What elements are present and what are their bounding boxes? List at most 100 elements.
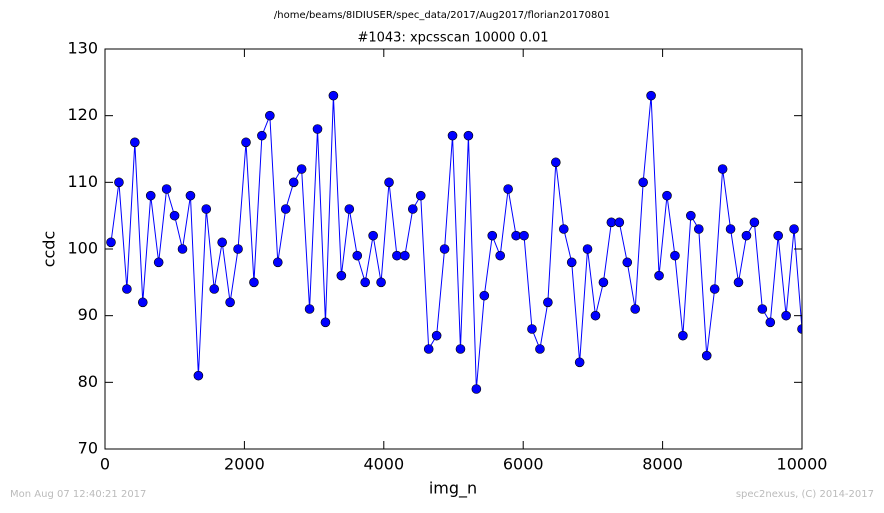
data-point: [439, 244, 450, 254]
data-point: [741, 230, 752, 241]
data-point: [201, 204, 212, 214]
plot-frame: [104, 48, 803, 450]
data-point: [384, 177, 394, 188]
data-point: [749, 217, 760, 228]
data-point: [265, 110, 275, 121]
data-point: [447, 130, 458, 141]
data-point: [566, 257, 577, 268]
data-point: [463, 130, 474, 141]
data-point: [590, 310, 601, 321]
x-axis-label: img_n: [429, 479, 477, 499]
data-point: [249, 277, 259, 288]
data-point: [400, 250, 410, 261]
plot-area: [106, 90, 802, 394]
data-point: [471, 384, 482, 394]
y-tick-label: 130: [67, 39, 98, 58]
data-point: [304, 304, 315, 314]
data-point: [797, 324, 802, 334]
data-point: [519, 230, 529, 241]
data-point: [789, 224, 799, 234]
x-tick-label: 2000: [224, 455, 265, 474]
data-point: [574, 357, 585, 368]
data-point: [122, 284, 132, 294]
data-point: [320, 317, 331, 328]
data-point: [153, 257, 164, 268]
data-point: [272, 257, 283, 268]
chart-subtitle: #1043: xpcsscan 10000 0.01: [357, 31, 548, 46]
y-tick-label: 80: [78, 372, 98, 391]
data-point: [662, 190, 672, 201]
data-point: [654, 270, 664, 281]
data-point: [630, 304, 641, 314]
y-tick-label: 70: [78, 439, 98, 458]
data-point: [177, 244, 188, 254]
data-point: [336, 270, 347, 281]
data-point: [733, 277, 744, 288]
data-point: [161, 184, 172, 194]
data-point: [487, 230, 498, 241]
data-point: [368, 230, 378, 241]
data-point: [725, 224, 736, 234]
data-point: [233, 244, 243, 254]
y-tick-label: 100: [67, 239, 98, 258]
data-point: [503, 184, 513, 194]
data-point: [130, 137, 140, 148]
data-point: [479, 290, 490, 301]
data-point: [598, 277, 609, 288]
data-point: [312, 124, 323, 134]
data-point: [376, 277, 386, 288]
data-point: [185, 190, 196, 201]
data-point: [137, 297, 148, 308]
data-point: [225, 297, 235, 308]
data-point: [431, 330, 442, 341]
data-point: [328, 90, 339, 101]
data-point: [646, 90, 656, 101]
x-tick-label: 10000: [777, 455, 828, 474]
data-point: [114, 177, 124, 188]
data-point: [693, 224, 704, 234]
footer-left: Mon Aug 07 12:40:21 2017: [10, 489, 146, 500]
y-tick-label: 120: [67, 105, 98, 124]
data-point: [670, 250, 680, 261]
y-tick-label: 110: [67, 172, 98, 191]
data-point: [582, 244, 593, 254]
y-tick-label: 90: [78, 305, 98, 324]
data-point: [145, 190, 156, 201]
data-point: [614, 217, 625, 228]
data-point: [415, 190, 426, 201]
data-point: [257, 130, 267, 141]
data-point: [217, 237, 227, 248]
data-line: [110, 95, 802, 390]
y-axis-label: ccdc: [40, 231, 59, 268]
data-point: [352, 250, 363, 261]
x-tick-label: 6000: [503, 455, 544, 474]
x-tick-label: 8000: [642, 455, 683, 474]
data-point: [543, 297, 553, 308]
data-point: [558, 224, 569, 234]
data-point: [360, 277, 370, 288]
data-point: [773, 230, 783, 241]
data-point: [296, 164, 307, 174]
data-point: [280, 204, 291, 214]
footer-right: spec2nexus, (C) 2014-2017: [736, 489, 874, 500]
data-point: [765, 317, 776, 328]
data-point: [407, 204, 418, 214]
data-point: [701, 350, 712, 361]
data-point: [638, 177, 648, 188]
data-point: [527, 324, 537, 334]
data-point: [241, 137, 251, 148]
data-point: [106, 237, 116, 248]
data-point: [678, 330, 688, 341]
data-point: [717, 164, 728, 174]
data-point: [686, 210, 696, 221]
data-point: [535, 344, 545, 354]
data-point: [709, 284, 720, 294]
data-point: [288, 177, 299, 188]
data-point: [209, 284, 220, 294]
data-point: [781, 310, 791, 321]
data-point: [455, 344, 466, 354]
data-point: [344, 204, 355, 214]
data-point: [757, 304, 768, 314]
data-point: [551, 157, 561, 168]
